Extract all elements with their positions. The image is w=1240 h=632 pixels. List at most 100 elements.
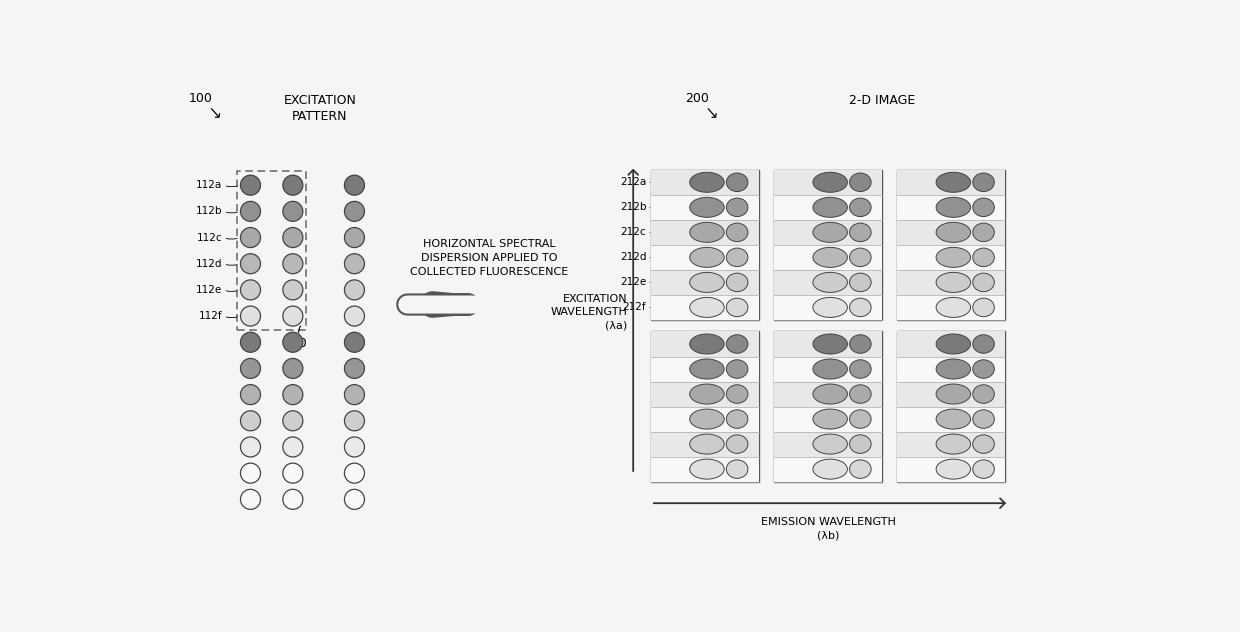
Ellipse shape [727, 298, 748, 317]
Bar [651, 356, 759, 382]
Ellipse shape [727, 360, 748, 379]
Bar [774, 295, 882, 320]
Ellipse shape [689, 359, 724, 379]
Bar [651, 331, 759, 482]
Ellipse shape [972, 335, 994, 353]
Ellipse shape [936, 409, 971, 429]
Bar [898, 170, 1006, 320]
Bar [898, 295, 1006, 320]
Ellipse shape [689, 247, 724, 267]
Bar [898, 331, 1006, 356]
Circle shape [241, 332, 260, 352]
Ellipse shape [689, 173, 724, 192]
Ellipse shape [813, 334, 847, 354]
Ellipse shape [936, 459, 971, 479]
Bar [651, 432, 759, 456]
Bar [774, 270, 882, 295]
Bar [774, 432, 882, 456]
Circle shape [283, 306, 303, 326]
Bar [898, 245, 1006, 270]
Text: 212f: 212f [622, 303, 646, 312]
Ellipse shape [849, 410, 872, 428]
Bar [651, 170, 759, 320]
Bar [237, 171, 306, 330]
Bar [898, 456, 1006, 482]
Text: 112b: 112b [196, 207, 222, 216]
Bar [774, 331, 882, 356]
Bar [651, 270, 759, 295]
Ellipse shape [849, 298, 872, 317]
Ellipse shape [727, 273, 748, 291]
Bar [774, 220, 882, 245]
Bar [651, 245, 759, 270]
Ellipse shape [727, 198, 748, 217]
Text: 112a: 112a [196, 180, 222, 190]
Circle shape [241, 463, 260, 483]
Ellipse shape [849, 335, 872, 353]
Circle shape [345, 175, 365, 195]
Bar [898, 331, 1006, 482]
Text: 2-D IMAGE: 2-D IMAGE [848, 94, 915, 107]
Ellipse shape [813, 459, 847, 479]
Ellipse shape [972, 173, 994, 191]
Ellipse shape [727, 223, 748, 241]
Bar [898, 406, 1006, 432]
Bar [898, 170, 1006, 195]
Circle shape [283, 253, 303, 274]
Circle shape [241, 358, 260, 379]
Ellipse shape [936, 434, 971, 454]
Ellipse shape [727, 435, 748, 453]
Text: 212d: 212d [620, 252, 646, 262]
Circle shape [241, 489, 260, 509]
Text: EXCITATION
WAVELENGTH
(λa): EXCITATION WAVELENGTH (λa) [551, 294, 627, 331]
Bar [898, 270, 1006, 295]
Ellipse shape [813, 409, 847, 429]
Bar [898, 220, 1006, 245]
Ellipse shape [972, 248, 994, 267]
Bar [651, 331, 759, 356]
Bar [774, 382, 882, 406]
Ellipse shape [849, 460, 872, 478]
Ellipse shape [689, 434, 724, 454]
Circle shape [345, 437, 365, 457]
Circle shape [283, 411, 303, 431]
Circle shape [345, 489, 365, 509]
Ellipse shape [972, 410, 994, 428]
Ellipse shape [849, 435, 872, 453]
Ellipse shape [972, 223, 994, 241]
Circle shape [241, 202, 260, 221]
Ellipse shape [972, 385, 994, 403]
Ellipse shape [936, 359, 971, 379]
Ellipse shape [689, 459, 724, 479]
Circle shape [241, 228, 260, 248]
Circle shape [345, 202, 365, 221]
Ellipse shape [689, 197, 724, 217]
Ellipse shape [813, 384, 847, 404]
Text: 112e: 112e [196, 285, 222, 295]
Ellipse shape [727, 385, 748, 403]
Ellipse shape [972, 435, 994, 453]
Text: EXCITATION
PATTERN: EXCITATION PATTERN [284, 94, 356, 123]
Circle shape [345, 253, 365, 274]
Ellipse shape [849, 273, 872, 291]
Ellipse shape [972, 298, 994, 317]
Bar [651, 295, 759, 320]
Ellipse shape [727, 173, 748, 191]
Bar [898, 432, 1006, 456]
Ellipse shape [849, 173, 872, 191]
Bar [774, 170, 882, 320]
Text: HORIZONTAL SPECTRAL
DISPERSION APPLIED TO
COLLECTED FLUORESCENCE: HORIZONTAL SPECTRAL DISPERSION APPLIED T… [410, 240, 568, 277]
Ellipse shape [936, 247, 971, 267]
Circle shape [283, 175, 303, 195]
Ellipse shape [727, 410, 748, 428]
Ellipse shape [936, 222, 971, 242]
Text: 112d: 112d [196, 258, 222, 269]
Circle shape [283, 463, 303, 483]
Circle shape [241, 175, 260, 195]
Bar [651, 220, 759, 245]
Ellipse shape [727, 335, 748, 353]
Circle shape [283, 489, 303, 509]
Ellipse shape [936, 272, 971, 293]
Text: 212b: 212b [620, 202, 646, 212]
Circle shape [241, 437, 260, 457]
